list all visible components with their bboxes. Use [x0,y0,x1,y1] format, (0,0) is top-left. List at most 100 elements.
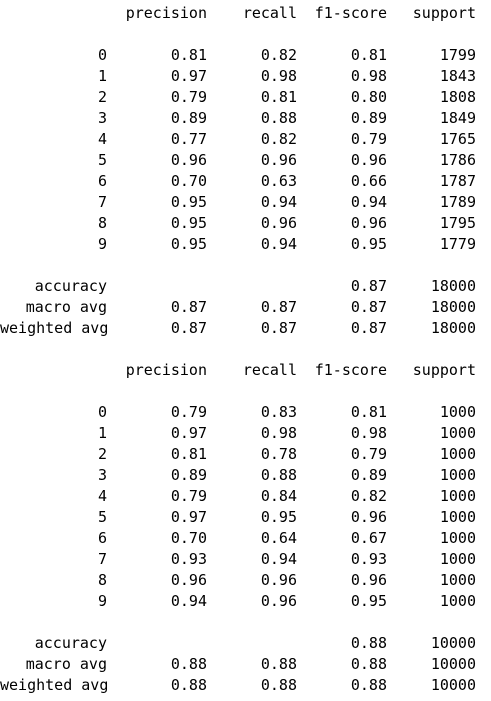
precision-cell: 0.81 [110,45,207,66]
f1-cell: 0.81 [300,45,387,66]
f1-cell: 0.82 [300,486,387,507]
f1-cell: 0.94 [300,192,387,213]
label-cell: 3 [0,108,107,129]
label-cell: 6 [0,171,107,192]
class-row: 9 0.94 0.96 0.95 1000 [0,591,491,612]
support-cell: support [390,3,476,24]
f1-cell: 0.79 [300,444,387,465]
support-cell: 1795 [390,213,476,234]
recall-cell: recall [210,3,297,24]
precision-cell: 0.77 [110,129,207,150]
precision-cell: 0.96 [110,150,207,171]
label-cell: 9 [0,234,107,255]
label-cell: 0 [0,45,107,66]
summary-row: macro avg 0.87 0.87 0.87 18000 [0,297,491,318]
precision-cell: 0.87 [110,318,207,339]
recall-cell: 0.95 [210,507,297,528]
precision-cell: 0.89 [110,465,207,486]
support-cell: 18000 [390,297,476,318]
precision-cell: 0.79 [110,486,207,507]
recall-cell: 0.88 [210,465,297,486]
recall-cell: 0.88 [210,654,297,675]
label-cell: 7 [0,192,107,213]
precision-cell: precision [110,3,207,24]
label-cell: 2 [0,87,107,108]
report-header-row: precision recall f1-score support [0,360,491,381]
support-cell: 1799 [390,45,476,66]
recall-cell: 0.78 [210,444,297,465]
recall-cell: 0.94 [210,549,297,570]
label-cell: 5 [0,507,107,528]
f1-cell: 0.81 [300,402,387,423]
f1-cell: f1-score [300,3,387,24]
precision-cell: 0.97 [110,507,207,528]
f1-cell: 0.67 [300,528,387,549]
recall-cell: 0.94 [210,192,297,213]
support-cell: 1808 [390,87,476,108]
support-cell: 1000 [390,486,476,507]
support-cell: 1765 [390,129,476,150]
class-row: 5 0.97 0.95 0.96 1000 [0,507,491,528]
precision-cell: 0.79 [110,87,207,108]
f1-cell: 0.87 [300,297,387,318]
recall-cell: 0.98 [210,66,297,87]
class-row: 8 0.96 0.96 0.96 1000 [0,570,491,591]
class-row: 4 0.77 0.82 0.79 1765 [0,129,491,150]
label-cell: 1 [0,423,107,444]
class-row: 1 0.97 0.98 0.98 1843 [0,66,491,87]
recall-cell: 0.83 [210,402,297,423]
label-cell: 1 [0,66,107,87]
support-cell: 1786 [390,150,476,171]
support-cell: 1000 [390,591,476,612]
support-cell: 1000 [390,507,476,528]
label-cell: weighted avg [0,318,107,339]
label-cell: 4 [0,129,107,150]
precision-cell: 0.88 [110,675,207,696]
recall-cell: 0.87 [210,297,297,318]
f1-cell: 0.88 [300,654,387,675]
recall-cell: 0.96 [210,213,297,234]
summary-row: accuracy 0.87 18000 [0,276,491,297]
f1-cell: 0.79 [300,129,387,150]
f1-cell: 0.66 [300,171,387,192]
precision-cell: 0.93 [110,549,207,570]
class-row: 0 0.79 0.83 0.81 1000 [0,402,491,423]
precision-cell: 0.70 [110,528,207,549]
recall-cell: 0.94 [210,234,297,255]
class-row: 4 0.79 0.84 0.82 1000 [0,486,491,507]
f1-cell: 0.96 [300,150,387,171]
recall-cell: 0.64 [210,528,297,549]
recall-cell: 0.96 [210,570,297,591]
precision-cell: 0.87 [110,297,207,318]
precision-cell: 0.97 [110,66,207,87]
class-row: 1 0.97 0.98 0.98 1000 [0,423,491,444]
recall-cell: 0.63 [210,171,297,192]
class-row: 8 0.95 0.96 0.96 1795 [0,213,491,234]
precision-cell: 0.95 [110,234,207,255]
label-cell: 8 [0,570,107,591]
label-cell: 0 [0,402,107,423]
precision-cell: 0.95 [110,213,207,234]
precision-cell: 0.95 [110,192,207,213]
summary-row: accuracy 0.88 10000 [0,633,491,654]
support-cell: support [390,360,476,381]
label-cell: weighted avg [0,675,107,696]
precision-cell: 0.89 [110,108,207,129]
support-cell: 10000 [390,633,476,654]
recall-cell: 0.88 [210,675,297,696]
class-row: 3 0.89 0.88 0.89 1849 [0,108,491,129]
f1-cell: 0.96 [300,507,387,528]
support-cell: 1000 [390,528,476,549]
summary-row: macro avg 0.88 0.88 0.88 10000 [0,654,491,675]
class-row: 3 0.89 0.88 0.89 1000 [0,465,491,486]
support-cell: 1843 [390,66,476,87]
recall-cell: 0.98 [210,423,297,444]
precision-cell: 0.70 [110,171,207,192]
support-cell: 10000 [390,654,476,675]
support-cell: 18000 [390,276,476,297]
precision-cell: 0.81 [110,444,207,465]
recall-cell: 0.96 [210,591,297,612]
precision-cell: precision [110,360,207,381]
label-cell: 7 [0,549,107,570]
precision-cell: 0.96 [110,570,207,591]
